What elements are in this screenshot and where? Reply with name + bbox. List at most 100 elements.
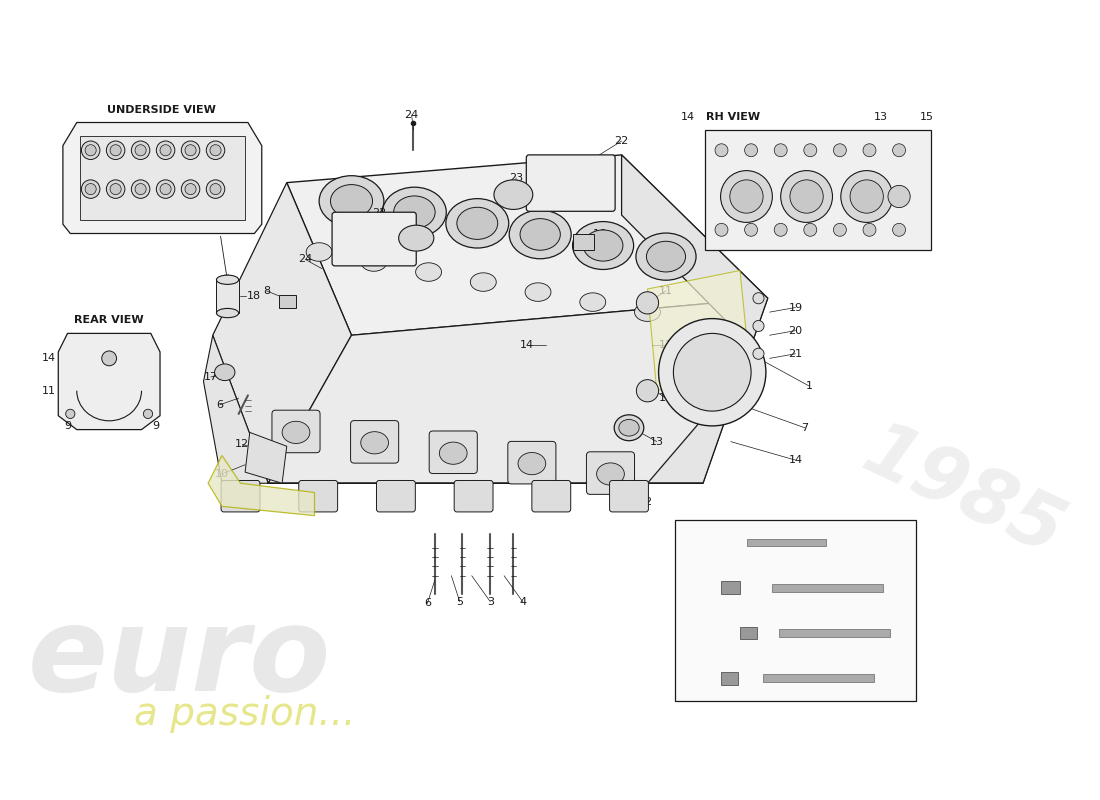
- Bar: [722, 671, 738, 685]
- Ellipse shape: [107, 180, 125, 198]
- Polygon shape: [621, 155, 768, 483]
- Circle shape: [888, 186, 910, 208]
- Text: 1: 1: [806, 381, 813, 391]
- Ellipse shape: [207, 180, 224, 198]
- Polygon shape: [63, 122, 262, 234]
- Ellipse shape: [85, 145, 96, 156]
- Text: 16: 16: [593, 229, 606, 238]
- Circle shape: [804, 144, 817, 157]
- Text: 6: 6: [424, 598, 431, 609]
- Ellipse shape: [361, 253, 387, 271]
- FancyBboxPatch shape: [376, 481, 416, 512]
- Circle shape: [715, 144, 728, 157]
- Circle shape: [673, 334, 751, 411]
- Text: 11: 11: [659, 286, 673, 296]
- Bar: [779, 630, 890, 637]
- Circle shape: [892, 223, 905, 236]
- Ellipse shape: [135, 145, 146, 156]
- Ellipse shape: [580, 293, 606, 311]
- FancyBboxPatch shape: [526, 155, 615, 211]
- Text: 11: 11: [659, 339, 673, 350]
- Text: 6: 6: [217, 400, 223, 410]
- Ellipse shape: [110, 183, 121, 194]
- Circle shape: [752, 293, 764, 304]
- Circle shape: [715, 223, 728, 236]
- Circle shape: [729, 180, 763, 213]
- Polygon shape: [245, 432, 287, 483]
- Text: 7: 7: [801, 422, 808, 433]
- Ellipse shape: [156, 180, 175, 198]
- Text: 2: 2: [644, 497, 651, 506]
- Text: 14: 14: [681, 112, 695, 122]
- Ellipse shape: [573, 222, 634, 270]
- Ellipse shape: [635, 303, 660, 322]
- Circle shape: [637, 292, 659, 314]
- FancyBboxPatch shape: [299, 481, 338, 512]
- Ellipse shape: [217, 309, 239, 318]
- Text: 11: 11: [659, 393, 673, 403]
- Ellipse shape: [394, 196, 436, 229]
- FancyBboxPatch shape: [429, 431, 477, 474]
- Text: 12: 12: [235, 439, 250, 450]
- Text: 24: 24: [405, 110, 419, 120]
- Polygon shape: [212, 182, 352, 483]
- Circle shape: [752, 348, 764, 359]
- Circle shape: [834, 223, 846, 236]
- Circle shape: [745, 144, 758, 157]
- Ellipse shape: [185, 183, 196, 194]
- Ellipse shape: [160, 145, 172, 156]
- FancyBboxPatch shape: [221, 481, 260, 512]
- Ellipse shape: [583, 230, 623, 261]
- Bar: [217, 280, 239, 313]
- Circle shape: [804, 223, 817, 236]
- Ellipse shape: [306, 242, 332, 262]
- Text: 13: 13: [650, 437, 663, 446]
- Polygon shape: [648, 270, 749, 390]
- Text: 21: 21: [789, 349, 803, 358]
- Circle shape: [752, 321, 764, 331]
- Circle shape: [143, 410, 153, 418]
- Ellipse shape: [214, 364, 235, 381]
- Text: 5: 5: [456, 597, 463, 606]
- Circle shape: [840, 170, 892, 222]
- Text: 15: 15: [920, 112, 934, 122]
- Ellipse shape: [456, 207, 497, 239]
- Text: 14: 14: [520, 339, 535, 350]
- FancyBboxPatch shape: [351, 421, 398, 463]
- Text: 24: 24: [298, 254, 312, 265]
- Text: 23: 23: [411, 219, 426, 230]
- Bar: [279, 294, 296, 307]
- Bar: [573, 234, 594, 250]
- Bar: [675, 520, 915, 701]
- Bar: [722, 582, 740, 594]
- Text: 22: 22: [372, 208, 386, 218]
- Ellipse shape: [636, 233, 696, 280]
- Ellipse shape: [81, 180, 100, 198]
- Bar: [705, 130, 932, 250]
- Ellipse shape: [439, 442, 468, 464]
- Text: 17: 17: [204, 372, 218, 382]
- Circle shape: [774, 144, 788, 157]
- Circle shape: [745, 223, 758, 236]
- Ellipse shape: [131, 141, 150, 159]
- Ellipse shape: [135, 183, 146, 194]
- Circle shape: [834, 144, 846, 157]
- Ellipse shape: [383, 187, 447, 238]
- Text: 14: 14: [42, 354, 56, 363]
- Circle shape: [774, 223, 788, 236]
- Text: 14: 14: [789, 455, 803, 465]
- Ellipse shape: [614, 414, 644, 441]
- Ellipse shape: [81, 141, 100, 159]
- Ellipse shape: [110, 145, 121, 156]
- Ellipse shape: [361, 432, 388, 454]
- Circle shape: [850, 180, 883, 213]
- Text: 9: 9: [152, 421, 160, 431]
- Ellipse shape: [182, 180, 200, 198]
- Text: 6: 6: [689, 536, 696, 550]
- Bar: [747, 539, 826, 546]
- Circle shape: [864, 223, 876, 236]
- Ellipse shape: [131, 180, 150, 198]
- Circle shape: [637, 380, 659, 402]
- FancyBboxPatch shape: [532, 481, 571, 512]
- Polygon shape: [268, 298, 768, 483]
